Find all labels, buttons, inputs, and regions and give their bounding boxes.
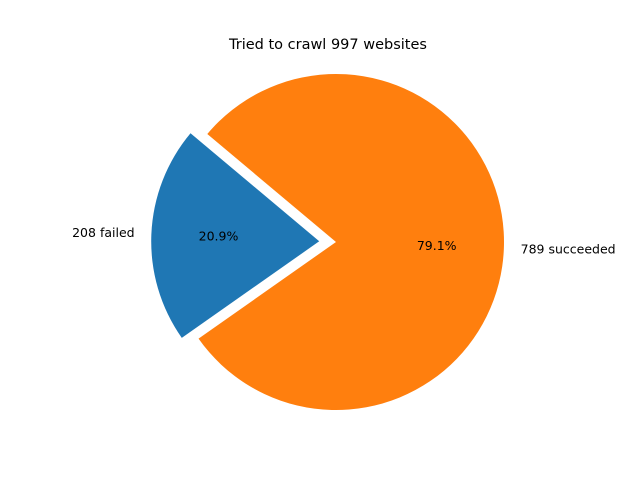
slice-label-succeeded: 789 succeeded	[521, 241, 616, 256]
pie-slice-succeeded	[198, 74, 505, 411]
pie-slice-failed	[151, 133, 320, 338]
slice-label-failed: 208 failed	[72, 225, 134, 240]
slice-percent-failed: 20.9%	[199, 228, 239, 243]
chart-title: Tried to crawl 997 websites	[228, 37, 427, 53]
pie-slices	[151, 74, 505, 411]
pie-labels: 208 failed 20.9% 789 succeeded 79.1%	[72, 225, 615, 256]
slice-percent-succeeded: 79.1%	[417, 238, 457, 253]
